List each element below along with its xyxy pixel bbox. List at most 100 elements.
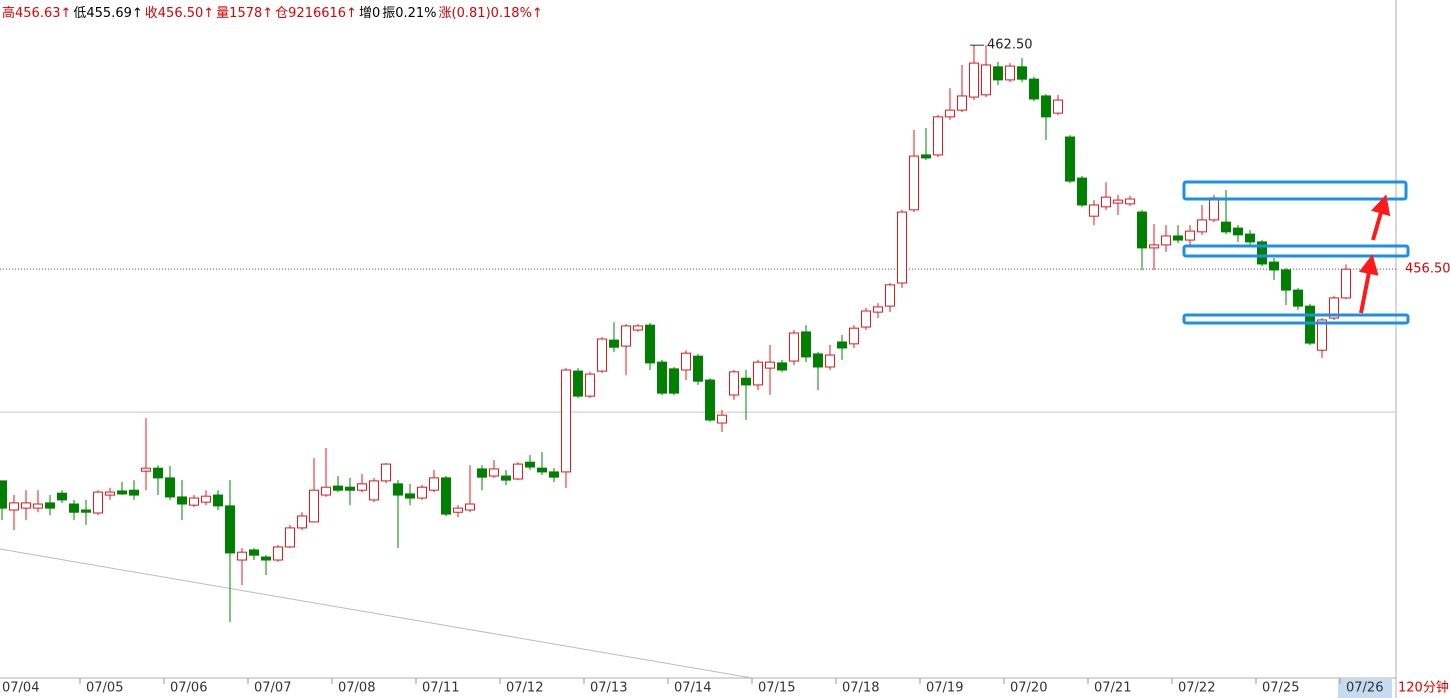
candle: [9, 495, 19, 531]
candle-body: [57, 492, 67, 501]
candle: [513, 462, 523, 481]
candle-body: [429, 477, 439, 491]
candle-body: [297, 515, 307, 529]
candle-body: [1101, 196, 1111, 208]
candle: [225, 480, 235, 622]
candle: [333, 476, 343, 493]
candle-body: [381, 463, 391, 482]
candle-body: [573, 370, 583, 397]
candle-body: [525, 461, 535, 468]
candle-body: [417, 486, 427, 499]
candle: [945, 88, 955, 120]
candle: [933, 114, 943, 158]
candle-body: [753, 361, 763, 386]
candle-body: [465, 503, 475, 511]
candle: [573, 368, 583, 398]
header-item: 收456.50↑: [144, 6, 215, 21]
candle-body: [537, 467, 547, 473]
candle-body: [1017, 66, 1027, 80]
candle-body: [1209, 197, 1219, 221]
candle: [645, 322, 655, 370]
candle-body: [1233, 227, 1243, 236]
candle-body: [657, 361, 667, 394]
candle-body: [261, 556, 271, 561]
candle: [1185, 225, 1195, 245]
candle: [801, 325, 811, 363]
candle: [1029, 76, 1039, 102]
candle-body: [1077, 177, 1087, 206]
candle: [897, 209, 907, 288]
candle: [1293, 287, 1303, 310]
x-tick-label: 07/21: [1094, 681, 1131, 696]
candle-body: [825, 354, 835, 368]
candle: [969, 45, 979, 101]
candle-body: [1149, 244, 1159, 249]
candle: [621, 324, 631, 376]
candle: [657, 359, 667, 396]
candle-body: [1329, 297, 1339, 319]
candle-body: [321, 486, 331, 496]
max-marker-label: 462.50: [987, 38, 1033, 53]
candle: [1041, 94, 1051, 141]
candle-body: [453, 507, 463, 513]
candle-body: [945, 109, 955, 118]
candle: [909, 129, 919, 213]
candle-body: [705, 379, 715, 421]
candle: [741, 369, 751, 421]
candle-body: [1257, 241, 1267, 265]
candle: [633, 324, 643, 332]
candle-body: [309, 489, 319, 523]
candle-body: [285, 527, 295, 548]
candle-body: [1065, 136, 1075, 182]
candle-body: [117, 490, 127, 495]
candle: [57, 490, 67, 503]
candle-body: [909, 155, 919, 211]
x-tick-label: 07/14: [674, 681, 711, 696]
candle: [873, 303, 883, 319]
candle: [45, 495, 55, 516]
candle-body: [1269, 261, 1279, 271]
candle: [705, 378, 715, 422]
candle-body: [93, 491, 103, 514]
x-tick-label: 07/05: [86, 681, 123, 696]
candle: [561, 368, 571, 488]
candle: [789, 330, 799, 366]
candle: [261, 555, 271, 575]
candle-body: [681, 352, 691, 371]
candle-body: [1245, 233, 1255, 243]
candle-body: [633, 325, 643, 331]
x-tick-label: 07/12: [506, 681, 543, 696]
candle: [1305, 303, 1315, 345]
x-tick-label: 07/26: [1346, 681, 1383, 696]
candle-body: [549, 471, 559, 478]
candle-body: [1293, 289, 1303, 307]
x-tick-label: 07/15: [758, 681, 795, 696]
candle: [1245, 229, 1255, 245]
candle-body: [393, 483, 403, 496]
last-price-label: 456.50: [1405, 262, 1450, 277]
candle-body: [441, 477, 451, 515]
candle-body: [585, 373, 595, 397]
candle-body: [765, 361, 775, 369]
candle: [93, 490, 103, 516]
candle-body: [489, 468, 499, 477]
candle-body: [273, 546, 283, 561]
candle-body: [153, 467, 163, 479]
candle: [753, 359, 763, 391]
candle-body: [861, 310, 871, 328]
candle: [285, 524, 295, 549]
candle-body: [189, 497, 199, 506]
x-tick-label: 07/11: [422, 681, 459, 696]
candle: [1269, 257, 1279, 281]
candle: [693, 353, 703, 385]
candle: [885, 282, 895, 313]
candle-body: [1041, 95, 1051, 118]
candle: [381, 462, 391, 484]
candle: [249, 548, 259, 561]
candle: [921, 128, 931, 161]
candle-body: [1125, 198, 1135, 205]
x-tick-label: 07/06: [170, 681, 207, 696]
candle: [1125, 196, 1135, 207]
candle: [33, 490, 43, 513]
candle: [777, 359, 787, 372]
